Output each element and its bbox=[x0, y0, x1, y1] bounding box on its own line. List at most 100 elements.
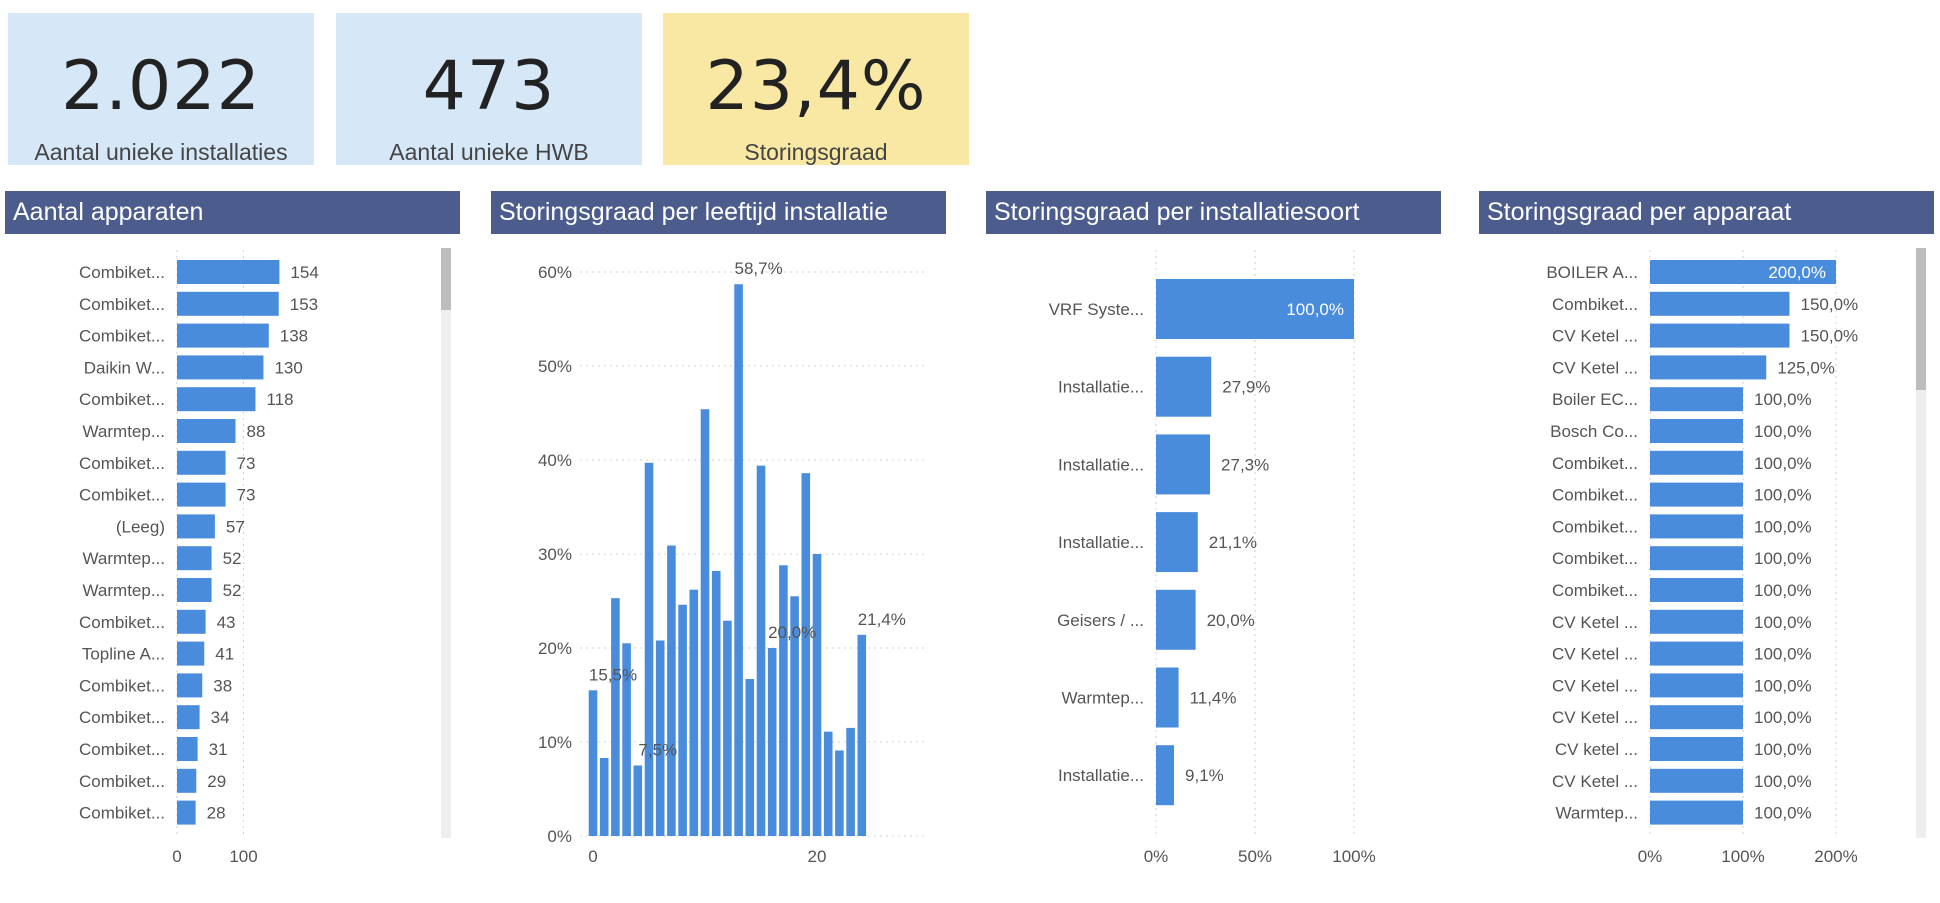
kpi-card-installaties: 2.022 Aantal unieke installaties bbox=[8, 13, 314, 165]
bar bbox=[177, 705, 200, 730]
kpi-label: Storingsgraad bbox=[744, 139, 888, 165]
data-label: 27,3% bbox=[1221, 455, 1269, 474]
bar bbox=[1650, 641, 1743, 666]
category-label: CV Ketel ... bbox=[1552, 676, 1638, 695]
bar bbox=[1650, 673, 1743, 698]
data-label: 100,0% bbox=[1754, 422, 1812, 441]
bar bbox=[835, 750, 844, 836]
bar bbox=[177, 737, 198, 761]
category-label: Installatie... bbox=[1058, 766, 1144, 785]
category-label: CV Ketel ... bbox=[1552, 708, 1638, 727]
bar bbox=[745, 679, 755, 836]
bar bbox=[1156, 589, 1196, 650]
chart-title-apparaat: Storingsgraad per apparaat bbox=[1479, 191, 1934, 234]
data-label: 100,0% bbox=[1754, 804, 1812, 823]
x-tick-label: 0% bbox=[1638, 847, 1663, 866]
bar bbox=[678, 604, 687, 836]
bar bbox=[723, 620, 732, 836]
data-label: 27,9% bbox=[1222, 378, 1270, 397]
bar bbox=[177, 641, 205, 666]
data-label: 28 bbox=[207, 804, 226, 823]
bar bbox=[734, 284, 743, 837]
data-label: 100,0% bbox=[1754, 613, 1812, 632]
y-tick-label: 10% bbox=[538, 733, 572, 752]
data-label: 57 bbox=[226, 517, 245, 536]
category-label: Combiket... bbox=[1552, 517, 1638, 536]
data-label: 38 bbox=[213, 676, 232, 695]
category-label: BOILER A... bbox=[1546, 263, 1638, 282]
category-label: Combiket... bbox=[79, 327, 165, 346]
category-label: Warmtep... bbox=[83, 581, 166, 600]
scrollbar-track bbox=[441, 248, 451, 838]
bar bbox=[633, 765, 643, 836]
data-label: 100,0% bbox=[1754, 676, 1812, 695]
data-label: 154 bbox=[290, 263, 318, 282]
kpi-label: Aantal unieke HWB bbox=[389, 139, 589, 165]
y-tick-label: 0% bbox=[547, 827, 572, 846]
bar bbox=[812, 554, 822, 836]
bar bbox=[177, 768, 197, 793]
data-label: 7,5% bbox=[638, 741, 677, 760]
kpi-value: 2.022 bbox=[61, 47, 261, 126]
data-label: 88 bbox=[247, 422, 266, 441]
bar bbox=[177, 450, 226, 475]
bar bbox=[846, 727, 855, 836]
data-label: 100,0% bbox=[1754, 549, 1812, 568]
data-label: 73 bbox=[237, 486, 256, 505]
kpi-label: Aantal unieke installaties bbox=[34, 139, 288, 165]
category-label: Daikin W... bbox=[84, 358, 165, 377]
bar bbox=[177, 291, 279, 316]
data-label: 52 bbox=[223, 581, 242, 600]
category-label: Warmtep... bbox=[1062, 689, 1145, 708]
data-label: 9,1% bbox=[1185, 766, 1224, 785]
category-label: Geisers / ... bbox=[1057, 611, 1144, 630]
x-tick-label: 0 bbox=[588, 847, 597, 866]
bar bbox=[1650, 291, 1790, 316]
x-tick-label: 100% bbox=[1332, 847, 1375, 866]
data-label: 150,0% bbox=[1801, 295, 1859, 314]
category-label: Combiket... bbox=[79, 295, 165, 314]
category-label: CV Ketel ... bbox=[1552, 645, 1638, 664]
bar bbox=[177, 578, 212, 602]
category-label: Warmtep... bbox=[83, 422, 166, 441]
category-label: Installatie... bbox=[1058, 533, 1144, 552]
bar bbox=[1156, 279, 1354, 339]
data-label: 11,4% bbox=[1190, 689, 1237, 708]
y-tick-label: 50% bbox=[538, 357, 572, 376]
bar bbox=[1650, 450, 1743, 475]
category-label: Boiler EC... bbox=[1552, 390, 1638, 409]
data-label: 138 bbox=[280, 327, 308, 346]
data-label: 29 bbox=[207, 772, 226, 791]
data-label: 100,0% bbox=[1754, 581, 1812, 600]
data-label: 100,0% bbox=[1754, 708, 1812, 727]
data-label: 15,5% bbox=[589, 665, 637, 684]
data-label: 73 bbox=[237, 454, 256, 473]
bar bbox=[1650, 705, 1743, 730]
bar bbox=[177, 419, 236, 443]
bar bbox=[1650, 737, 1743, 761]
data-label: 52 bbox=[223, 549, 242, 568]
x-tick-label: 20 bbox=[808, 847, 827, 866]
category-label: Combiket... bbox=[79, 676, 165, 695]
chart-title-aantal-apparaten: Aantal apparaten bbox=[5, 191, 460, 234]
data-label: 125,0% bbox=[1777, 358, 1835, 377]
category-label: Combiket... bbox=[1552, 549, 1638, 568]
data-label: 153 bbox=[290, 295, 318, 314]
x-tick-label: 0 bbox=[172, 847, 181, 866]
data-label: 100,0% bbox=[1754, 772, 1812, 791]
bar bbox=[177, 482, 226, 507]
kpi-card-hwb: 473 Aantal unieke HWB bbox=[336, 13, 642, 165]
data-label: 118 bbox=[266, 390, 293, 409]
bar bbox=[1650, 260, 1836, 284]
scrollbar-track bbox=[1916, 248, 1926, 838]
bar bbox=[779, 565, 788, 836]
category-label: Bosch Co... bbox=[1550, 422, 1638, 441]
category-label: Combiket... bbox=[79, 390, 165, 409]
bar bbox=[1650, 419, 1743, 443]
bar bbox=[689, 589, 699, 836]
bar bbox=[767, 648, 777, 836]
data-label: 100,0% bbox=[1754, 454, 1812, 473]
data-label: 31 bbox=[209, 740, 228, 759]
category-label: Combiket... bbox=[79, 263, 165, 282]
bar bbox=[1156, 434, 1211, 495]
